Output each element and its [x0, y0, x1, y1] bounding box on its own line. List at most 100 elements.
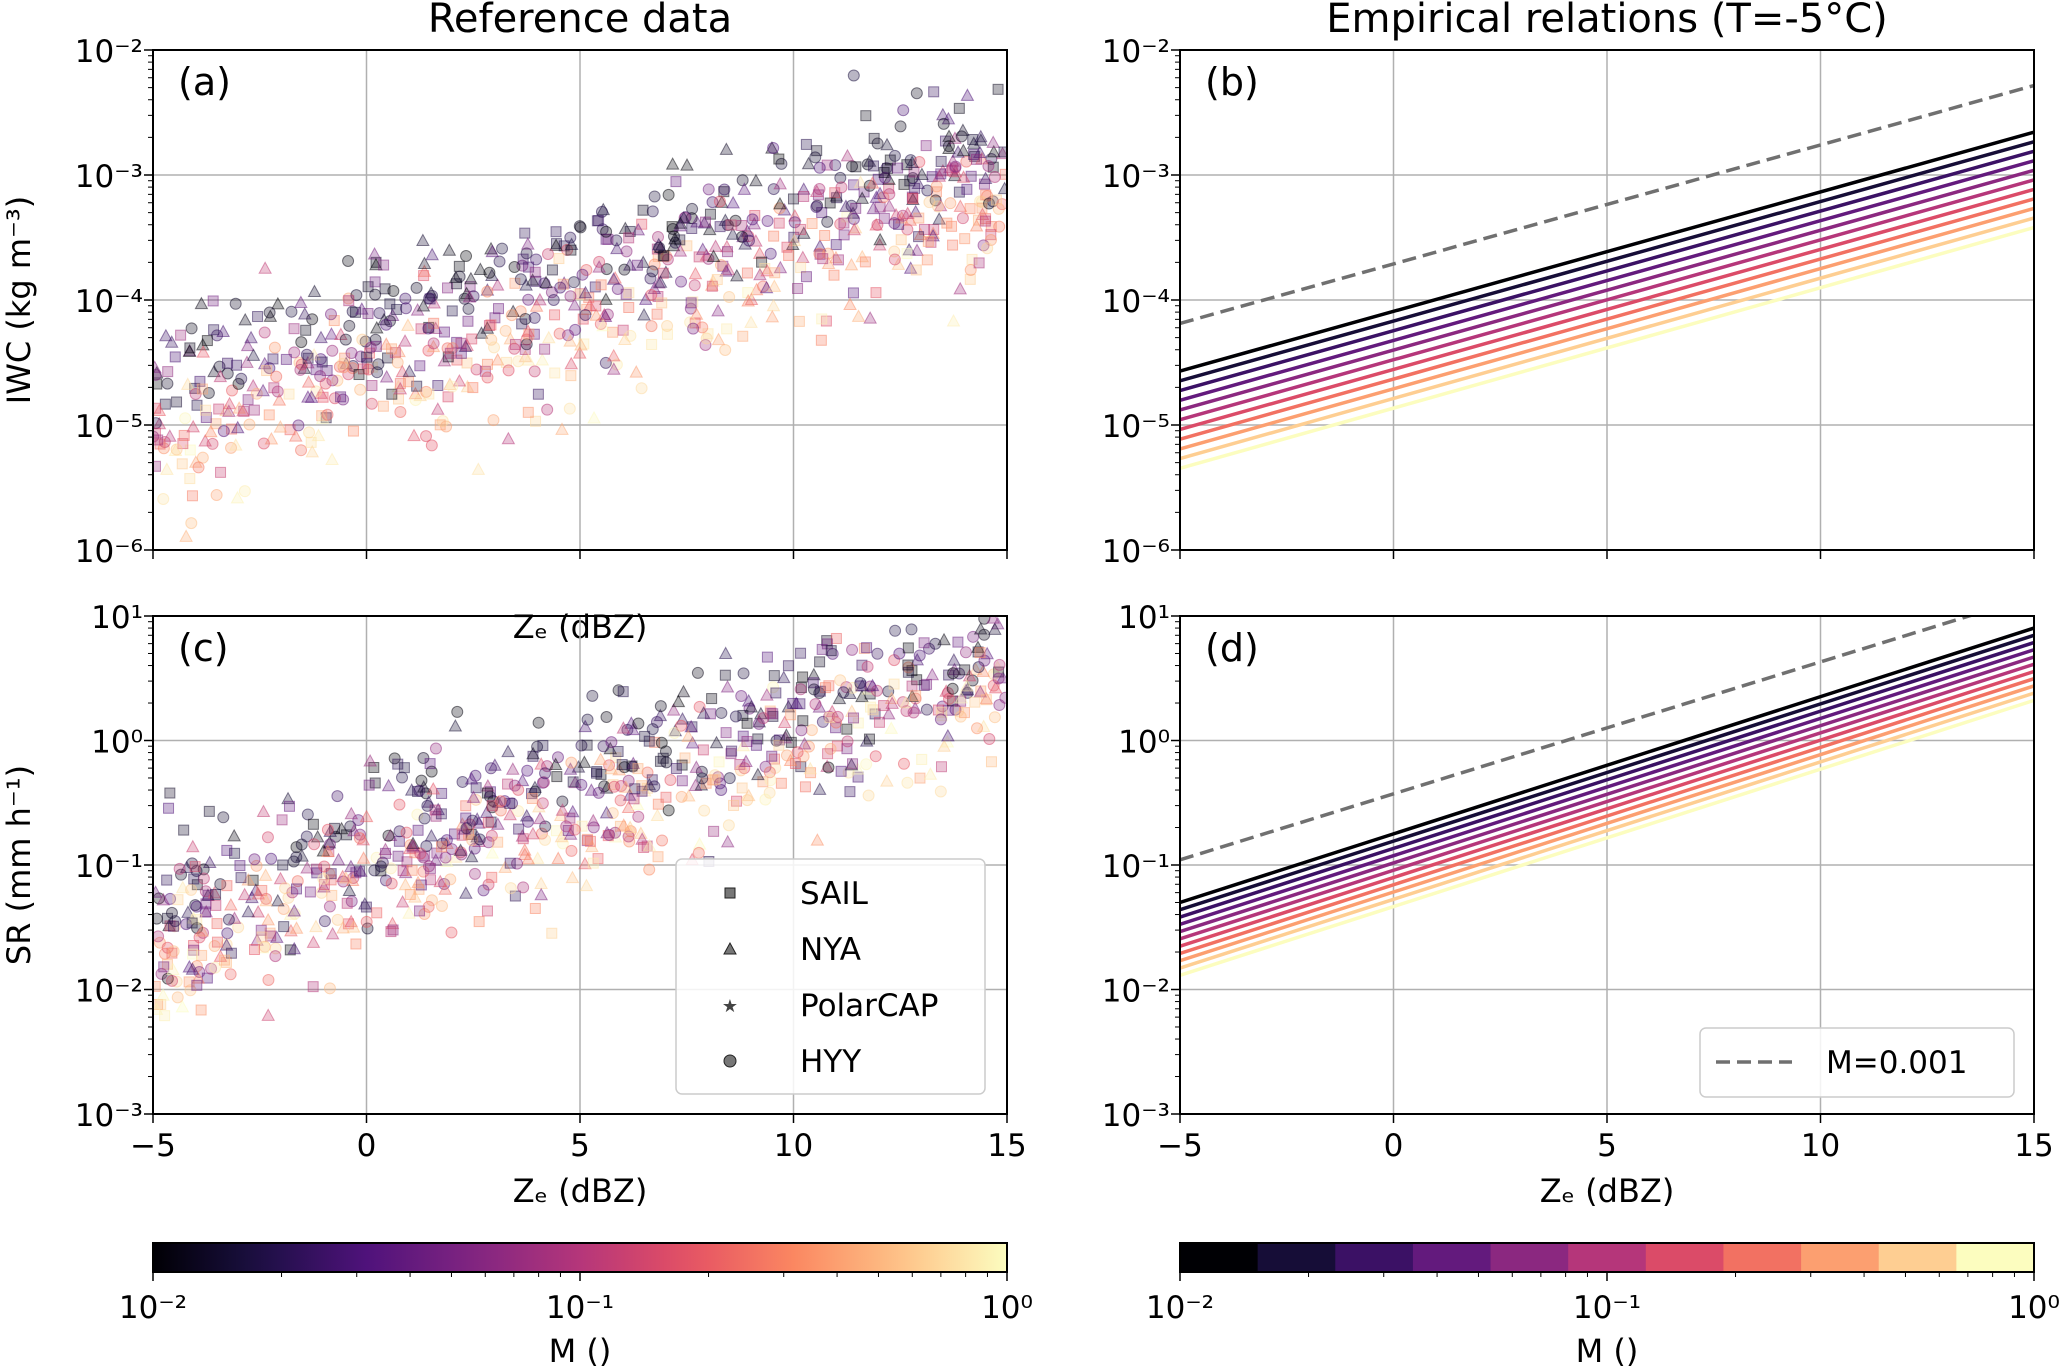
scatter-point	[397, 865, 409, 877]
scatter-point	[191, 979, 203, 991]
scatter-point	[873, 186, 887, 200]
scatter-point	[410, 303, 425, 316]
scatter-point	[980, 646, 994, 660]
scatter-point	[272, 393, 287, 406]
scatter-point	[210, 489, 223, 502]
scatter-point	[483, 266, 496, 279]
scatter-point	[301, 808, 314, 821]
scatter-point	[384, 862, 397, 875]
scatter-point	[973, 622, 988, 635]
colorbar-segment	[1335, 1243, 1414, 1272]
scatter-point	[921, 678, 933, 690]
scatter-point	[350, 867, 362, 879]
scatter-point	[646, 205, 659, 218]
scatter-point	[981, 242, 994, 255]
colorbar-tick-label: 10⁻¹	[546, 1290, 614, 1326]
scatter-point	[265, 930, 277, 942]
scatter-point	[161, 874, 173, 886]
scatter-point	[309, 919, 323, 933]
scatter-point	[908, 204, 923, 218]
scatter-point	[536, 797, 549, 810]
scatter-point	[381, 778, 396, 792]
scatter-point	[261, 831, 274, 844]
scatter-point	[457, 822, 472, 835]
relation-line	[1180, 178, 2034, 422]
scatter-point	[907, 706, 920, 719]
scatter-point	[942, 140, 955, 153]
scatter-point	[217, 425, 230, 438]
scatter-point	[385, 308, 400, 322]
scatter-point	[855, 249, 870, 263]
scatter-point	[170, 443, 183, 456]
scatter-point	[742, 234, 755, 247]
scatter-point	[576, 268, 589, 281]
scatter-point	[847, 222, 861, 236]
scatter-point	[807, 677, 819, 689]
scatter-point	[164, 335, 179, 348]
scatter-point	[532, 716, 545, 729]
scatter-point	[696, 321, 709, 334]
relation-line	[1180, 206, 2034, 451]
scatter-point	[777, 715, 792, 728]
scatter-point	[539, 767, 552, 780]
scatter-point	[796, 226, 811, 239]
scatter-point	[433, 874, 448, 888]
scatter-point	[982, 159, 995, 172]
scatter-point	[692, 846, 705, 859]
scatter-point	[853, 175, 868, 188]
scatter-point	[735, 690, 748, 703]
scatter-point	[708, 825, 720, 837]
scatter-point	[913, 212, 925, 224]
scatter-point	[941, 217, 953, 229]
scatter-point	[508, 779, 521, 792]
scatter-point	[914, 772, 926, 784]
scatter-point	[280, 353, 292, 365]
scatter-point	[788, 216, 801, 229]
scatter-point	[385, 916, 400, 930]
scatter-point	[221, 927, 234, 940]
scatter-point	[480, 283, 495, 296]
scatter-point	[224, 968, 237, 981]
scatter-point	[812, 782, 827, 795]
scatter-point	[687, 296, 699, 308]
scatter-point	[942, 129, 956, 142]
scatter-point	[935, 168, 947, 180]
scatter-point	[632, 763, 644, 775]
scatter-point	[628, 793, 640, 805]
scatter-point	[429, 804, 441, 816]
scatter-point	[657, 752, 669, 764]
scatter-point	[741, 267, 753, 279]
scatter-point	[646, 338, 658, 350]
y-tick-label: 10⁻²	[1102, 34, 1170, 70]
scatter-point	[486, 871, 498, 883]
scatter-point	[934, 785, 947, 798]
scatter-point	[851, 309, 866, 322]
scatter-point	[357, 363, 369, 375]
legend-label: HYY	[800, 1044, 861, 1080]
scatter-point	[519, 227, 531, 239]
scatter-point	[622, 830, 635, 843]
scatter-point	[432, 380, 444, 392]
scatter-point	[356, 851, 371, 864]
scatter-point	[848, 712, 860, 724]
scatter-point	[504, 857, 516, 869]
scatter-point	[446, 305, 458, 317]
scatter-point	[636, 785, 648, 797]
scatter-point	[781, 699, 796, 713]
scatter-point	[951, 145, 965, 158]
scatter-point	[490, 817, 505, 830]
scatter-point	[878, 212, 890, 224]
scatter-point	[888, 678, 900, 690]
scatter-point	[402, 906, 416, 919]
scatter-point	[365, 397, 378, 410]
scatter-point	[651, 243, 663, 255]
scatter-point	[952, 636, 964, 648]
scatter-point	[460, 338, 474, 351]
scatter-point	[269, 930, 284, 943]
scatter-point	[234, 860, 246, 872]
scatter-point	[589, 308, 604, 321]
scatter-point	[528, 311, 541, 324]
scatter-point	[954, 690, 969, 704]
scatter-point	[913, 649, 926, 662]
scatter-point	[350, 306, 362, 318]
